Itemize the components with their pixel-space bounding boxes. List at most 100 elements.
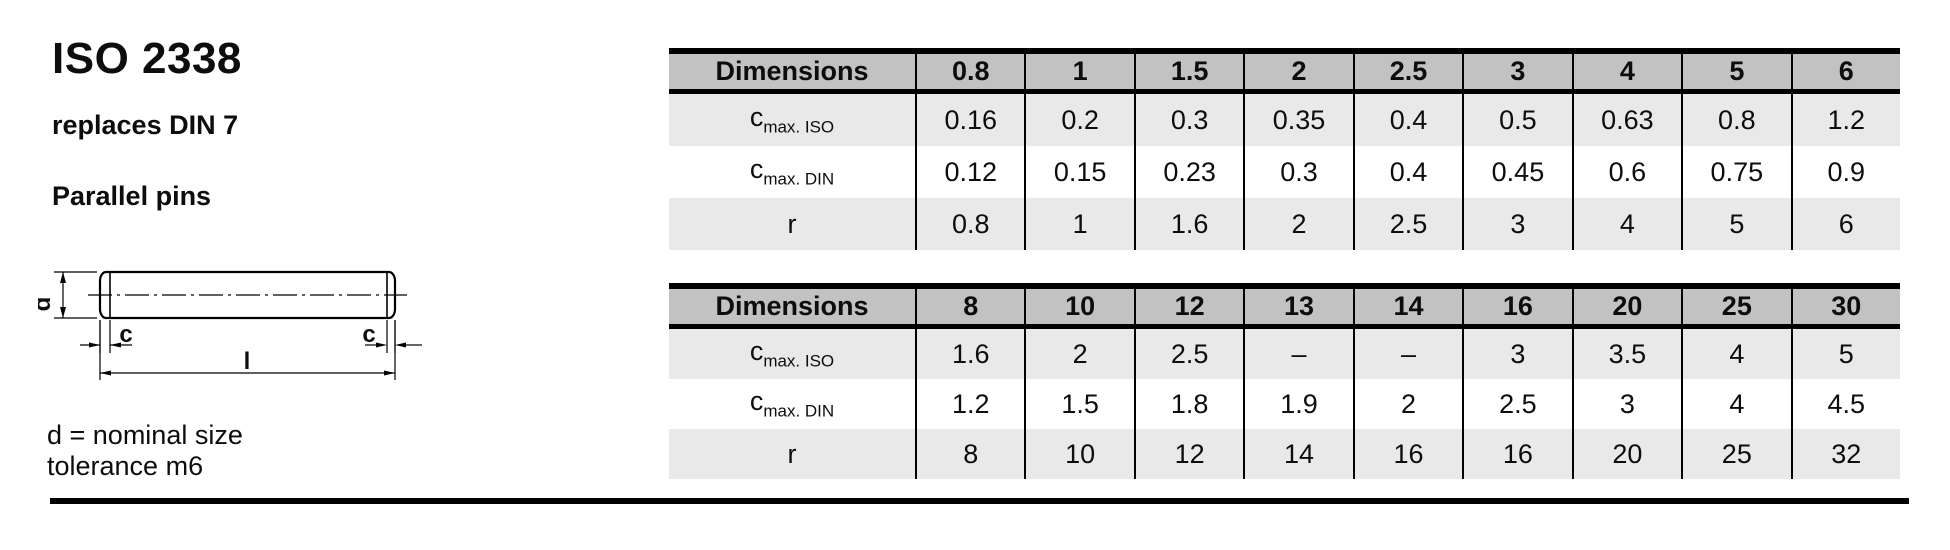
header-size-value: 5 [1681,54,1790,89]
value-cell: 5 [1681,198,1790,250]
value-cell: 0.35 [1243,94,1352,146]
value-cell: 2.5 [1352,198,1462,250]
header-size-value: 12 [1133,289,1243,324]
value-cell: 0.6 [1571,146,1681,198]
value-cell: – [1352,329,1462,379]
value-cell: 25 [1681,429,1790,479]
table-data-row: cmax. ISO 0.16 0.2 0.3 0.35 0.4 0.5 0.63 0.8 1.2 [669,94,1900,146]
value-cell: 2 [1243,198,1352,250]
value-cell: 0.4 [1352,94,1462,146]
notes-block: d = nominal size tolerance m6 [47,420,243,482]
value-cell: 6 [1790,198,1900,250]
value-cell: 10 [1024,429,1133,479]
value-cell: 1.2 [1790,94,1900,146]
header-size-value: 3 [1462,54,1571,89]
value-cell: 8 [915,429,1024,479]
table-header-row: Dimensions 0.8 1 1.5 2 2.5 3 4 5 6 [669,48,1900,94]
dim-label-c-right: c [362,321,375,348]
value-cell: 20 [1571,429,1681,479]
value-cell: 0.9 [1790,146,1900,198]
row-label: cmax. ISO [749,102,835,137]
value-cell: 1.2 [915,379,1024,429]
value-cell: 4 [1681,329,1790,379]
value-cell: 3 [1571,379,1681,429]
page-title: ISO 2338 [52,34,242,83]
table-data-row: r 8 10 12 14 16 16 20 25 32 [669,429,1900,479]
page-subtitle: replaces DIN 7 [52,110,239,140]
value-cell: 0.75 [1681,146,1790,198]
value-cell: 0.3 [1243,146,1352,198]
dimensions-table-small-sizes: Dimensions 0.8 1 1.5 2 2.5 3 4 5 6 cmax. ISO 0.16 0.… [669,48,1900,250]
table-data-row: cmax. ISO 1.6 2 2.5– –3 3.5 4 5 [669,329,1900,379]
note-nominal-size: d = nominal size [47,420,243,450]
pin-technical-drawing: d c c l [38,270,422,380]
header-dimensions-label: Dimensions [715,56,869,86]
value-cell: 5 [1790,329,1900,379]
table-data-row: cmax. DIN 1.2 1.5 1.8 1.9 2 2.5 3 4 4.5 [669,379,1900,429]
value-cell: 1.5 [1024,379,1133,429]
value-cell: 0.63 [1571,94,1681,146]
dim-label-l: l [244,348,251,375]
value-cell: 1.6 [1133,198,1243,250]
value-cell: 0.3 [1133,94,1243,146]
dim-label-d: d [38,297,56,312]
value-cell: 2.5 [1133,329,1243,379]
value-cell: 16 [1352,429,1462,479]
note-tolerance: tolerance m6 [47,451,204,481]
value-cell: 1.6 [915,329,1024,379]
header-size-value: 0.8 [915,54,1024,89]
value-cell: 1 [1024,198,1133,250]
value-cell: 0.23 [1133,146,1243,198]
table-data-row: cmax. DIN 0.12 0.15 0.23 0.3 0.4 0.45 0.6 0.75 0.… [669,146,1900,198]
row-label: cmax. DIN [749,386,835,421]
header-size-value: 1 [1024,54,1133,89]
value-cell: 0.15 [1024,146,1133,198]
header-size-value: 20 [1571,289,1681,324]
value-cell: 4 [1681,379,1790,429]
value-cell: 1.9 [1243,379,1352,429]
header-size-value: 25 [1681,289,1790,324]
dimensions-table-large-sizes: Dimensions 8 10 12 13 14 16 20 25 30 cmax. ISO 1.6 2… [669,283,1900,479]
page-bottom-rule [50,498,1909,504]
value-cell: 1.8 [1133,379,1243,429]
value-cell: 3.5 [1571,329,1681,379]
value-cell: 3 [1462,198,1571,250]
header-size-value: 1.5 [1133,54,1243,89]
row-label: r [787,208,797,239]
value-cell: 0.12 [915,146,1024,198]
header-dimensions-label: Dimensions [715,291,869,321]
header-size-value: 2.5 [1352,54,1462,89]
value-cell: – [1243,329,1352,379]
header-size-value: 13 [1243,289,1352,324]
value-cell: 4.5 [1790,379,1900,429]
value-cell: 4 [1571,198,1681,250]
dim-label-c-left: c [119,321,132,348]
value-cell: 16 [1462,429,1571,479]
value-cell: 12 [1133,429,1243,479]
value-cell: 0.5 [1462,94,1571,146]
header-size-value: 6 [1790,54,1900,89]
value-cell: 0.4 [1352,146,1462,198]
value-cell: 0.45 [1462,146,1571,198]
value-cell: 32 [1790,429,1900,479]
header-size-value: 10 [1024,289,1133,324]
row-label: r [787,438,797,469]
header-size-value: 2 [1243,54,1352,89]
row-label: cmax. ISO [749,336,835,371]
header-size-value: 8 [915,289,1024,324]
header-size-value: 14 [1352,289,1462,324]
value-cell: 0.16 [915,94,1024,146]
header-size-value: 30 [1790,289,1900,324]
table-header-row: Dimensions 8 10 12 13 14 16 20 25 30 [669,283,1900,329]
value-cell: 14 [1243,429,1352,479]
row-label: cmax. DIN [749,154,835,189]
value-cell: 0.2 [1024,94,1133,146]
header-size-value: 16 [1462,289,1571,324]
header-size-value: 4 [1571,54,1681,89]
product-name: Parallel pins [52,181,212,211]
value-cell: 2 [1352,379,1462,429]
value-cell: 3 [1462,329,1571,379]
value-cell: 0.8 [1681,94,1790,146]
value-cell: 2 [1024,329,1133,379]
